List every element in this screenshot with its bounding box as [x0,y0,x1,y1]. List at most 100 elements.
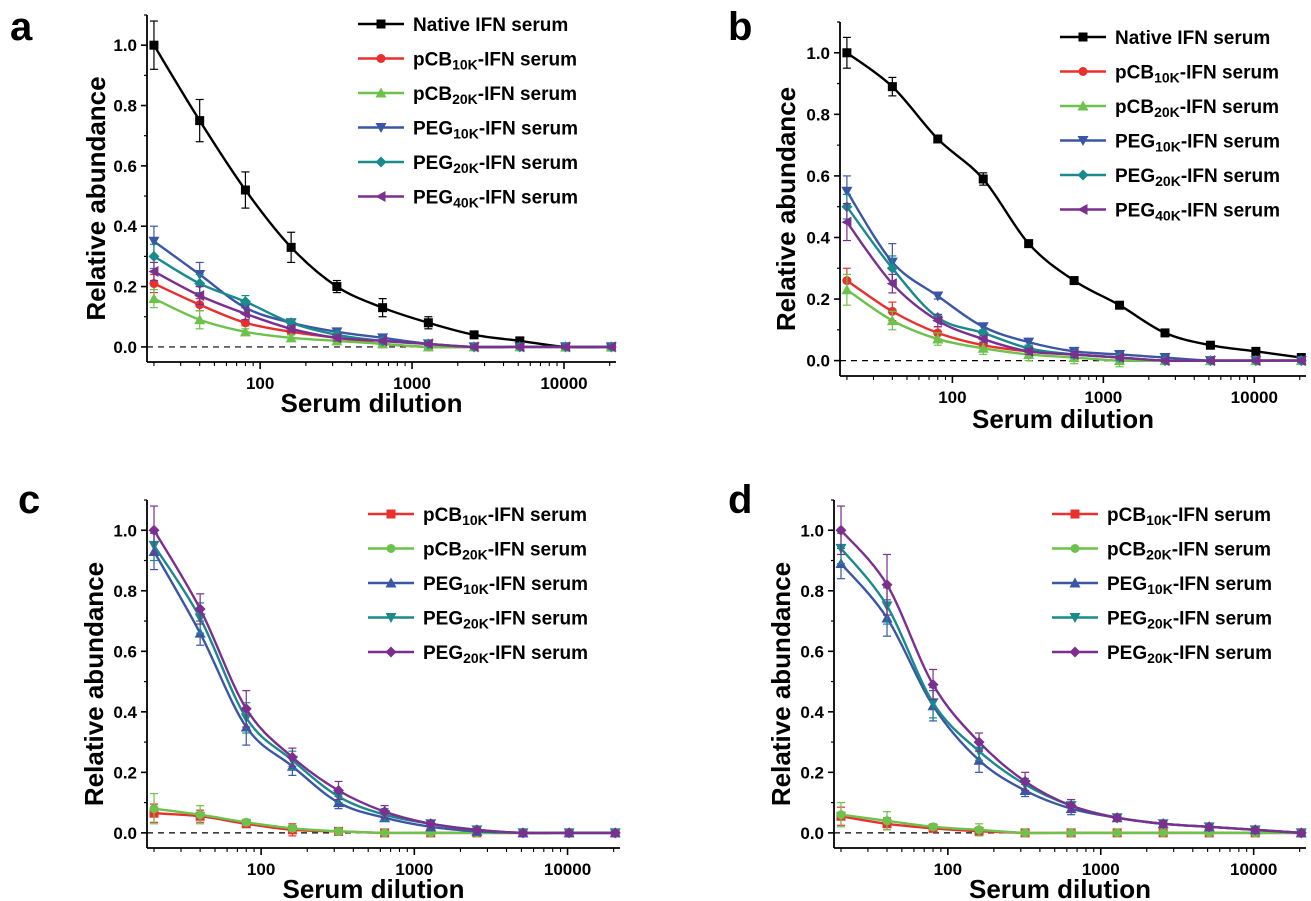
data-point [835,524,847,536]
legend-label-part: 10K [462,512,488,528]
y-tick-label: 1.0 [113,521,137,540]
data-point [1024,239,1034,249]
legend-label: Native IFN serum [413,15,568,36]
legend-label: pCB10K-IFN serum [413,50,577,73]
x-tick-label: 100 [938,388,966,407]
legend-label: PEG20K-IFN serum [423,643,588,666]
legend-label: pCB20K-IFN serum [423,540,587,563]
legend-label: PEG20K-IFN serum [1115,166,1280,189]
data-point [1250,355,1261,367]
data-point [1249,824,1261,836]
legend-label-part: PEG [1115,166,1155,187]
panel-c: c 0.0 0.2 0.4 0.6 0.8 1.0 100 1000 10000 Serum dil… [18,478,621,901]
legend-label-part: PEG [1107,643,1147,664]
legend-marker [1069,613,1081,623]
data-point [148,236,160,247]
panel-b: b 0.0 0.2 0.4 0.6 0.8 1.0 100 1000 10000 Serum dil… [728,5,1307,434]
y-tick-label: 0.0 [800,824,824,843]
data-point [468,341,479,353]
y-tick-label: 0.6 [806,167,830,186]
data-point [932,315,943,327]
x-tick-label: 100 [247,860,275,879]
legend-label: PEG20K-IFN serum [1107,609,1272,632]
legend-marker [1069,646,1081,658]
y-tick-label: 0.2 [113,763,137,782]
data-point [148,293,160,304]
data-point [609,827,621,839]
legend-label-part: 10K [1155,138,1181,154]
data-point [239,308,250,320]
x-axis-title: Serum dilution [972,404,1154,434]
legend-label-part: pCB [413,84,452,105]
legend-label-part: -IFN serum [478,84,577,105]
legend-label: pCB20K-IFN serum [1115,97,1279,120]
legend-marker [375,123,387,133]
data-point [240,185,250,195]
legend-label-part: -IFN serum [1180,63,1279,84]
series-4 [148,505,621,839]
data-point [1203,821,1215,833]
y-tick-label: 0.8 [113,97,137,116]
legend-label-part: 20K [1146,546,1172,562]
legend-label-part: -IFN serum [1173,609,1272,630]
legend-label-part: PEG [1115,201,1155,222]
legend-label-part: pCB [423,505,462,526]
data-point [149,804,159,814]
series-line [845,221,1302,363]
legend-label-part: -IFN serum [488,505,587,526]
legend-label-part: PEG [413,153,453,174]
data-point [841,216,852,228]
legend-marker [385,646,397,658]
y-axis-title: Relative abundance [79,562,109,806]
legend-label-part: -IFN serum [489,574,588,595]
data-point [285,332,297,343]
legend-label-part: pCB [1115,63,1154,84]
data-point [1295,355,1306,367]
x-tick-label: 1000 [1084,388,1122,407]
y-tick-label: 0.0 [113,338,137,357]
legend-label: PEG10K-IFN serum [423,574,588,597]
data-point [1023,337,1035,348]
legend-label-part: 20K [1147,615,1173,631]
legend-marker [1069,577,1081,588]
legend-marker [376,54,386,63]
data-point [977,342,989,353]
data-point [379,806,391,818]
legend-label-part: 20K [453,160,479,176]
legend-label: pCB20K-IFN serum [413,84,577,107]
data-point [1114,352,1125,364]
data-point [927,679,939,691]
data-point [933,134,943,144]
legend-label-part: 20K [462,546,488,562]
data-point [333,785,345,797]
legend-label-part: 20K [1154,104,1180,120]
y-tick-label: 0.8 [113,582,137,601]
legend-label-part: -IFN serum [489,609,588,630]
data-point [240,318,250,328]
legend-label-part: -IFN serum [1172,540,1271,561]
data-point [471,824,483,836]
data-point [239,296,251,308]
data-point [886,278,897,290]
data-point [1295,827,1307,839]
data-point [605,341,616,353]
legend-label-part: PEG [413,119,453,140]
data-point [1160,328,1170,338]
legend-label: PEG10K-IFN serum [1115,132,1280,155]
data-point [882,816,892,826]
data-point [841,186,853,197]
data-point [515,336,525,346]
legend-label-part: PEG [1115,132,1155,153]
series-0 [149,20,616,352]
data-point [148,524,160,536]
legend-label-part: Native IFN serum [1115,28,1270,49]
data-point [149,40,159,50]
data-point [149,279,159,289]
x-tick-label: 100 [246,374,274,393]
data-point [974,825,984,835]
legend-label: pCB20K-IFN serum [1107,540,1271,563]
x-tick-label: 10000 [1231,388,1278,407]
series-line [152,529,616,835]
legend-label: PEG10K-IFN serum [1107,574,1272,597]
